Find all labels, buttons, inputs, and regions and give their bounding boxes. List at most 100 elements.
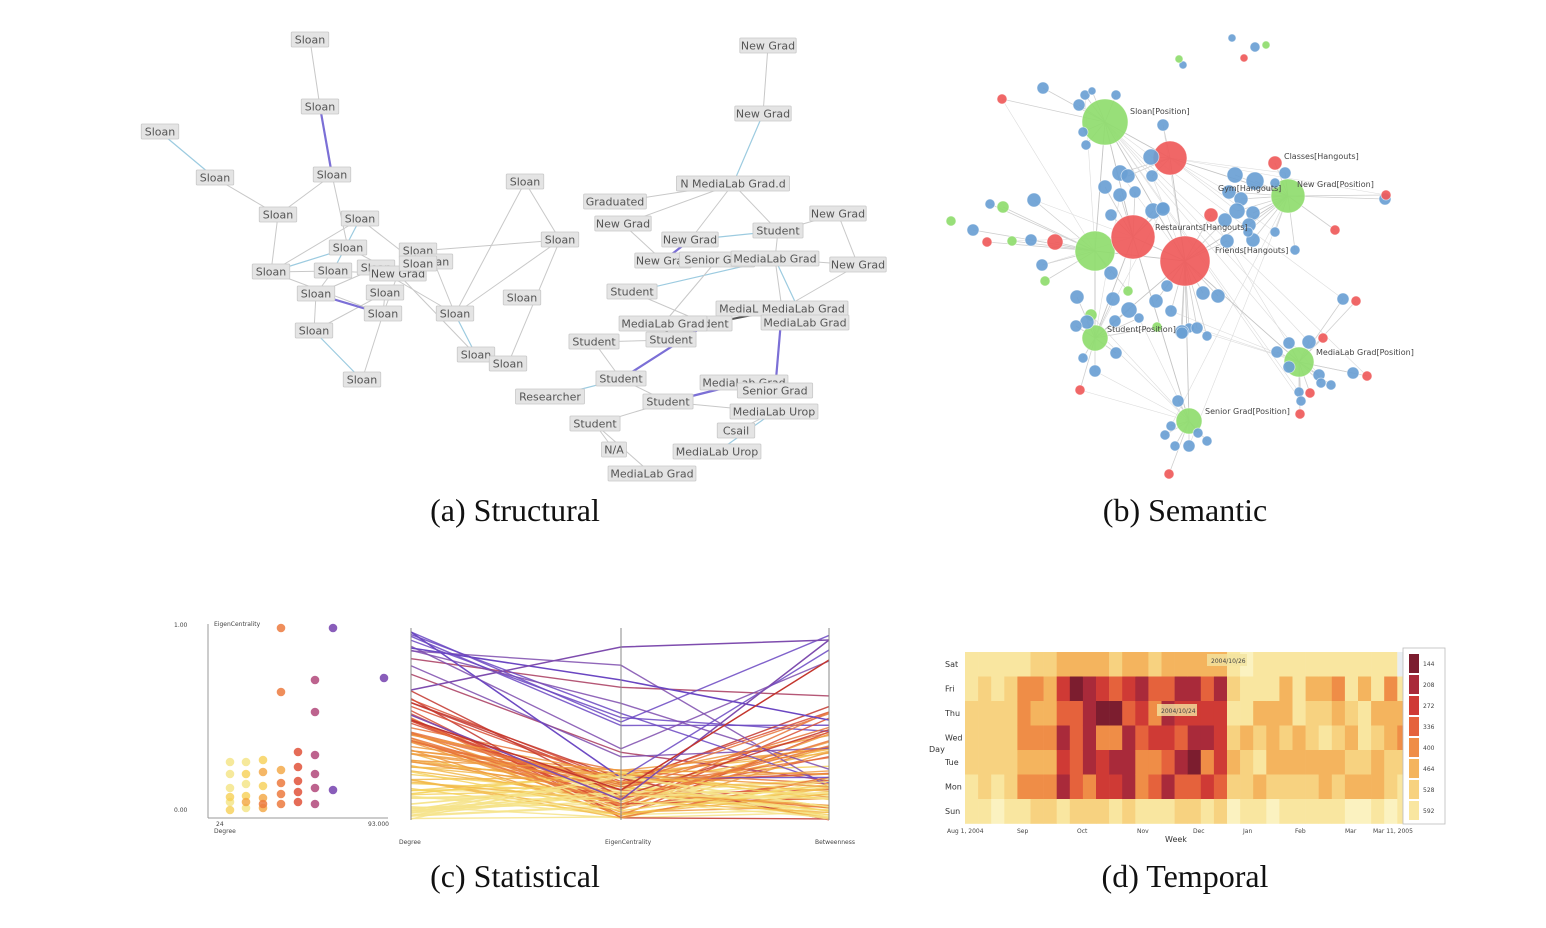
heatmap-cell [1253, 701, 1267, 726]
heatmap-cell [1174, 799, 1188, 824]
svg-text:MediaLab Urop: MediaLab Urop [733, 406, 815, 419]
semantic-node [1112, 187, 1128, 203]
heatmap-cell [1279, 774, 1293, 800]
semantic-edge [1170, 195, 1289, 427]
heatmap-cell [1227, 799, 1241, 824]
heatmap-cell [1135, 701, 1149, 726]
structural-edge [732, 113, 764, 185]
heatmap-day-label: Sun [945, 807, 960, 816]
heatmap-x-tick: Jan [1242, 828, 1252, 835]
semantic-node [1190, 321, 1204, 335]
structural-node-label: New Grad [734, 105, 792, 122]
svg-text:New Grad: New Grad [596, 218, 650, 231]
heatmap-cell [1227, 676, 1241, 702]
heatmap-cell [1305, 701, 1319, 726]
structural-node-label: MediaL MediaLab Grad [715, 300, 849, 317]
heatmap-cell [1279, 652, 1293, 677]
semantic-edge [1184, 260, 1190, 422]
heatmap-cell [1227, 750, 1241, 775]
structural-node-label: New Grad [739, 37, 797, 54]
heatmap-cell [1344, 652, 1359, 677]
svg-text:Student: Student [649, 334, 693, 347]
heatmap-cell [1187, 676, 1202, 702]
heatmap-day-label: Thu [944, 709, 960, 718]
heatmap-cell [1344, 676, 1359, 702]
heatmap-cell [1331, 750, 1346, 775]
semantic-node-label: Restaurants[Hangouts] [1155, 223, 1248, 232]
svg-text:Student: Student [756, 225, 800, 238]
heatmap-cell [1082, 750, 1097, 775]
svg-text:Sloan: Sloan [440, 308, 471, 321]
heatmap-cell [1358, 750, 1372, 775]
heatmap-cell [1069, 774, 1084, 800]
semantic-node [1221, 184, 1237, 200]
semantic-node [1097, 179, 1113, 195]
svg-text:Student: Student [646, 396, 690, 409]
heatmap-cell [1384, 701, 1398, 726]
semantic-node [1077, 126, 1089, 138]
heatmap-cell [1056, 652, 1071, 677]
heatmap-cell [1122, 750, 1136, 775]
semantic-node [1145, 169, 1159, 183]
semantic-node [1201, 330, 1213, 342]
scatter-point [276, 799, 286, 809]
semantic-node [1195, 285, 1211, 301]
heatmap-cell [991, 725, 1005, 751]
heatmap-cell [1096, 652, 1110, 677]
heatmap-x-tick: Mar [1345, 828, 1357, 835]
heatmap-cell [1096, 799, 1110, 824]
semantic-node [996, 93, 1008, 105]
heatmap-cell [1043, 799, 1057, 824]
svg-text:Sloan: Sloan [370, 287, 401, 300]
structural-node-label: Student [595, 370, 647, 387]
scatter-point [225, 805, 235, 815]
scatter-point [241, 803, 251, 813]
heatmap-cell [1043, 750, 1057, 775]
heatmap-cell [1174, 652, 1188, 677]
heatmap-xlabel: Week [1165, 835, 1187, 844]
semantic-node [1164, 304, 1178, 318]
scatter-point [293, 797, 303, 807]
heatmap-cell [1122, 774, 1136, 800]
semantic-node [1109, 346, 1123, 360]
structural-node-label: Sloan [313, 262, 353, 279]
semantic-node [1278, 166, 1292, 180]
structural-edge [762, 45, 769, 115]
heatmap-cell [1069, 652, 1084, 677]
scatter-point [258, 781, 268, 791]
heatmap-cell [1305, 750, 1319, 775]
temporal-heatmap: Sat Fri Thu Wed Tue Mon Sun Day Aug 1, 2004 Sep… [929, 647, 1446, 844]
heatmap-cell [1056, 750, 1071, 775]
heatmap-cell [978, 774, 992, 800]
semantic-node-label: Friends[Hangouts] [1215, 246, 1288, 255]
scatter-ytop: 1.00 [174, 622, 188, 629]
scatter-point [293, 747, 303, 757]
heatmap-x-tick: Nov [1137, 828, 1149, 835]
legend-swatch [1409, 738, 1419, 757]
structural-node-label: Student [568, 333, 620, 350]
structural-edge [689, 183, 734, 241]
legend-swatch [1409, 801, 1419, 820]
scatter-xlabel: Degree [214, 828, 236, 835]
semantic-node [1163, 468, 1175, 480]
structural-node-label: Graduated [583, 193, 647, 210]
semantic-node [996, 200, 1010, 214]
heatmap-cell [1004, 799, 1018, 824]
legend-swatch [1409, 654, 1419, 673]
structural-node-label: Student [752, 222, 804, 239]
structural-node-label: Sloan [540, 231, 580, 248]
semantic-node [1072, 98, 1086, 112]
svg-text:N/A: N/A [604, 444, 624, 457]
structural-node-label: Sloan [296, 285, 336, 302]
heatmap-cell [1266, 799, 1280, 824]
heatmap-cell [1135, 676, 1149, 702]
heatmap-cell [1371, 701, 1385, 726]
scatter-point [225, 783, 235, 793]
semantic-node [1336, 292, 1350, 306]
heatmap-cell [1213, 725, 1228, 751]
svg-text:Sloan: Sloan [318, 265, 349, 278]
heatmap-cell [1096, 676, 1110, 702]
heatmap-cell [1043, 676, 1057, 702]
heatmap-cell [991, 652, 1005, 677]
svg-text:Senior Grad: Senior Grad [742, 385, 807, 398]
